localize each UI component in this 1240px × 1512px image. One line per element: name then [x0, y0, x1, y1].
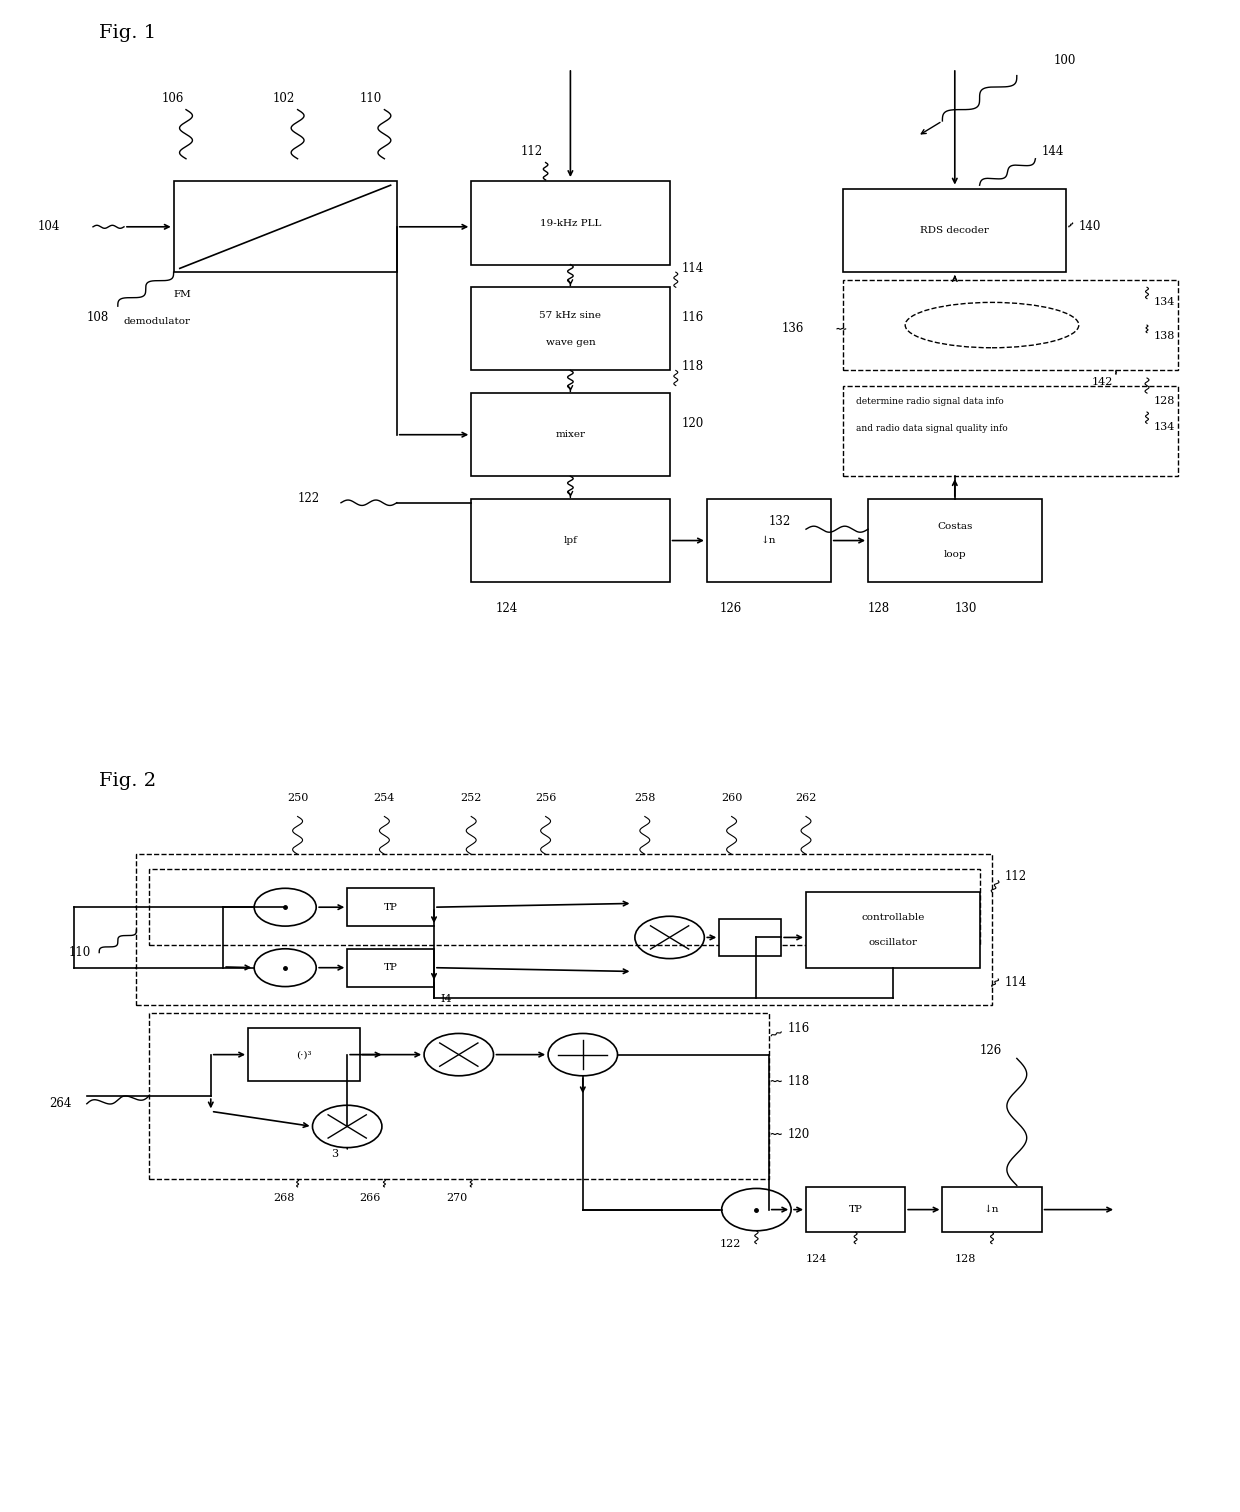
Bar	[248, 1028, 360, 1081]
Bar	[149, 1013, 769, 1179]
Text: lpf: lpf	[563, 537, 578, 544]
Bar	[806, 1187, 905, 1232]
Text: 122: 122	[298, 493, 320, 505]
Text: 116: 116	[682, 311, 704, 324]
Text: 106: 106	[161, 92, 184, 104]
Text: 254: 254	[373, 794, 396, 803]
Text: 270: 270	[446, 1193, 467, 1204]
Text: 142: 142	[1091, 376, 1112, 387]
Text: 19-kHz PLL: 19-kHz PLL	[539, 219, 601, 227]
Text: 128: 128	[955, 1253, 976, 1264]
Bar	[806, 892, 980, 968]
Bar	[174, 181, 397, 272]
Bar	[347, 950, 434, 986]
Text: 128: 128	[868, 602, 890, 615]
Text: determine radio signal data info: determine radio signal data info	[856, 398, 1003, 407]
Bar	[471, 499, 670, 582]
Bar	[471, 393, 670, 476]
Text: 57 kHz sine: 57 kHz sine	[539, 310, 601, 319]
Bar	[471, 287, 670, 370]
Text: 116: 116	[787, 1022, 810, 1034]
Bar	[707, 499, 831, 582]
Text: 128: 128	[1153, 396, 1174, 405]
Text: 256: 256	[534, 794, 557, 803]
Text: 100: 100	[1054, 54, 1076, 67]
Text: 132: 132	[769, 516, 791, 528]
Bar	[942, 1187, 1042, 1232]
Text: 262: 262	[795, 794, 817, 803]
Text: TP: TP	[383, 903, 398, 912]
Text: Fig. 1: Fig. 1	[99, 24, 156, 42]
Text: I4: I4	[440, 993, 453, 1004]
Text: TP: TP	[383, 963, 398, 972]
Text: 130: 130	[955, 602, 977, 615]
Text: 124: 124	[496, 602, 518, 615]
Text: 120: 120	[787, 1128, 810, 1140]
Text: RDS decoder: RDS decoder	[920, 227, 990, 234]
Text: loop: loop	[944, 550, 966, 559]
Text: FM: FM	[174, 290, 191, 299]
Text: mixer: mixer	[556, 431, 585, 438]
Text: TP: TP	[848, 1205, 863, 1214]
Text: 252: 252	[460, 794, 482, 803]
Bar	[843, 386, 1178, 476]
Text: 266: 266	[360, 1193, 381, 1204]
Text: 136: 136	[781, 322, 804, 336]
Text: 144: 144	[1042, 145, 1064, 157]
Text: 258: 258	[634, 794, 656, 803]
Text: 264: 264	[50, 1098, 72, 1110]
Text: 3: 3	[331, 1149, 339, 1158]
Text: 126: 126	[719, 602, 742, 615]
Text: ↓n: ↓n	[985, 1205, 999, 1214]
Bar	[149, 869, 980, 945]
Text: 124: 124	[806, 1253, 827, 1264]
Text: 108: 108	[87, 311, 109, 324]
Text: 118: 118	[787, 1075, 810, 1087]
Text: 120: 120	[682, 417, 704, 429]
Bar	[843, 189, 1066, 272]
Text: 110: 110	[68, 947, 91, 959]
Text: 134: 134	[1153, 298, 1174, 307]
Bar	[843, 280, 1178, 370]
Text: 134: 134	[1153, 422, 1174, 432]
Text: 110: 110	[360, 92, 382, 104]
Bar	[471, 181, 670, 265]
Bar	[719, 918, 781, 956]
Text: demodulator: demodulator	[124, 318, 191, 325]
Text: Fig. 2: Fig. 2	[99, 773, 156, 791]
Bar	[347, 888, 434, 925]
Text: 114: 114	[1004, 977, 1027, 989]
Text: 268: 268	[273, 1193, 294, 1204]
Text: 126: 126	[980, 1045, 1002, 1057]
Text: (·)³: (·)³	[296, 1051, 311, 1058]
Text: 114: 114	[682, 262, 704, 275]
Text: 250: 250	[286, 794, 309, 803]
Bar	[136, 854, 992, 1005]
Text: oscillator: oscillator	[868, 937, 918, 947]
Text: and radio data signal quality info: and radio data signal quality info	[856, 423, 1007, 432]
Text: 138: 138	[1153, 331, 1174, 342]
Text: controllable: controllable	[861, 913, 925, 922]
Text: 104: 104	[37, 221, 60, 233]
Text: 112: 112	[1004, 871, 1027, 883]
Text: ↓n: ↓n	[761, 537, 776, 544]
Text: 122: 122	[719, 1238, 740, 1249]
Text: 140: 140	[1079, 221, 1101, 233]
Text: Costas: Costas	[937, 522, 972, 531]
Text: wave gen: wave gen	[546, 339, 595, 348]
Text: 118: 118	[682, 360, 704, 373]
Text: 112: 112	[521, 145, 543, 157]
Text: 260: 260	[720, 794, 743, 803]
Text: 102: 102	[273, 92, 295, 104]
Bar	[868, 499, 1042, 582]
